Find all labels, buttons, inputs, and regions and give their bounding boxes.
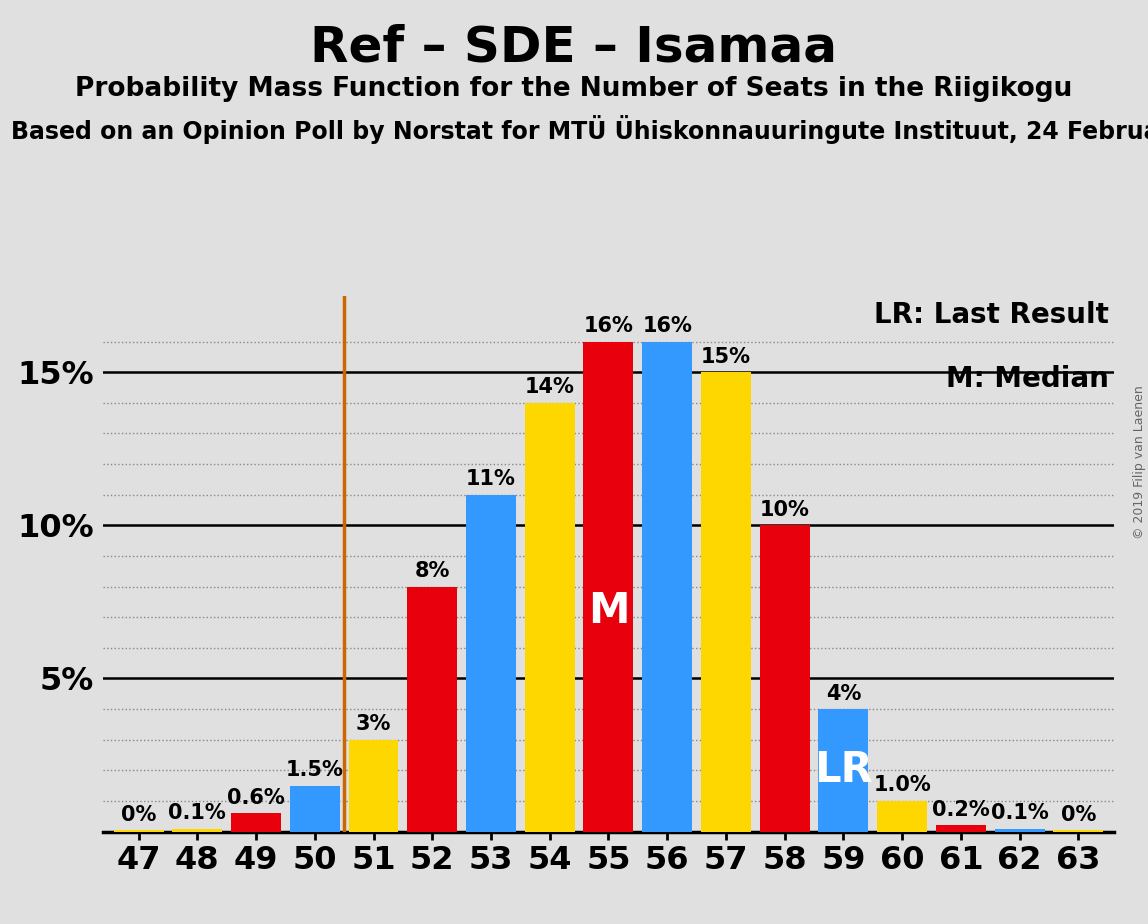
- Bar: [877, 801, 928, 832]
- Text: LR: LR: [814, 749, 872, 791]
- Bar: [642, 342, 692, 832]
- Text: M: M: [588, 590, 629, 632]
- Text: Ref – SDE – Isamaa: Ref – SDE – Isamaa: [310, 23, 838, 71]
- Text: 0%: 0%: [121, 805, 156, 824]
- Bar: [231, 813, 281, 832]
- Bar: [525, 403, 575, 832]
- Bar: [408, 587, 457, 832]
- Bar: [701, 372, 751, 832]
- Bar: [760, 526, 809, 832]
- Text: 0.1%: 0.1%: [991, 803, 1048, 823]
- Text: Based on an Opinion Poll by Norstat for MTÜ Ühiskonnauuringute Instituut, 24 Feb: Based on an Opinion Poll by Norstat for …: [11, 115, 1148, 143]
- Bar: [936, 825, 986, 832]
- Text: 10%: 10%: [760, 500, 809, 520]
- Bar: [349, 740, 398, 832]
- Bar: [994, 829, 1045, 832]
- Bar: [1054, 830, 1103, 832]
- Text: 1.5%: 1.5%: [286, 760, 343, 780]
- Text: 1.0%: 1.0%: [874, 775, 931, 796]
- Text: Probability Mass Function for the Number of Seats in the Riigikogu: Probability Mass Function for the Number…: [76, 76, 1072, 102]
- Bar: [114, 830, 163, 832]
- Bar: [289, 785, 340, 832]
- Text: M: Median: M: Median: [946, 365, 1109, 394]
- Text: 15%: 15%: [701, 346, 751, 367]
- Text: 4%: 4%: [825, 684, 861, 703]
- Text: 11%: 11%: [466, 469, 515, 489]
- Text: 8%: 8%: [414, 561, 450, 581]
- Text: 14%: 14%: [525, 377, 575, 397]
- Text: 3%: 3%: [356, 714, 391, 735]
- Text: 0.6%: 0.6%: [227, 788, 285, 808]
- Bar: [172, 829, 223, 832]
- Text: LR: Last Result: LR: Last Result: [874, 301, 1109, 329]
- Text: 16%: 16%: [583, 316, 634, 336]
- Text: © 2019 Filip van Laenen: © 2019 Filip van Laenen: [1133, 385, 1147, 539]
- Text: 16%: 16%: [642, 316, 692, 336]
- Bar: [466, 494, 515, 832]
- Text: 0%: 0%: [1061, 805, 1096, 824]
- Text: 0.2%: 0.2%: [932, 800, 990, 820]
- Bar: [819, 709, 868, 832]
- Text: 0.1%: 0.1%: [169, 803, 226, 823]
- Bar: [583, 342, 634, 832]
